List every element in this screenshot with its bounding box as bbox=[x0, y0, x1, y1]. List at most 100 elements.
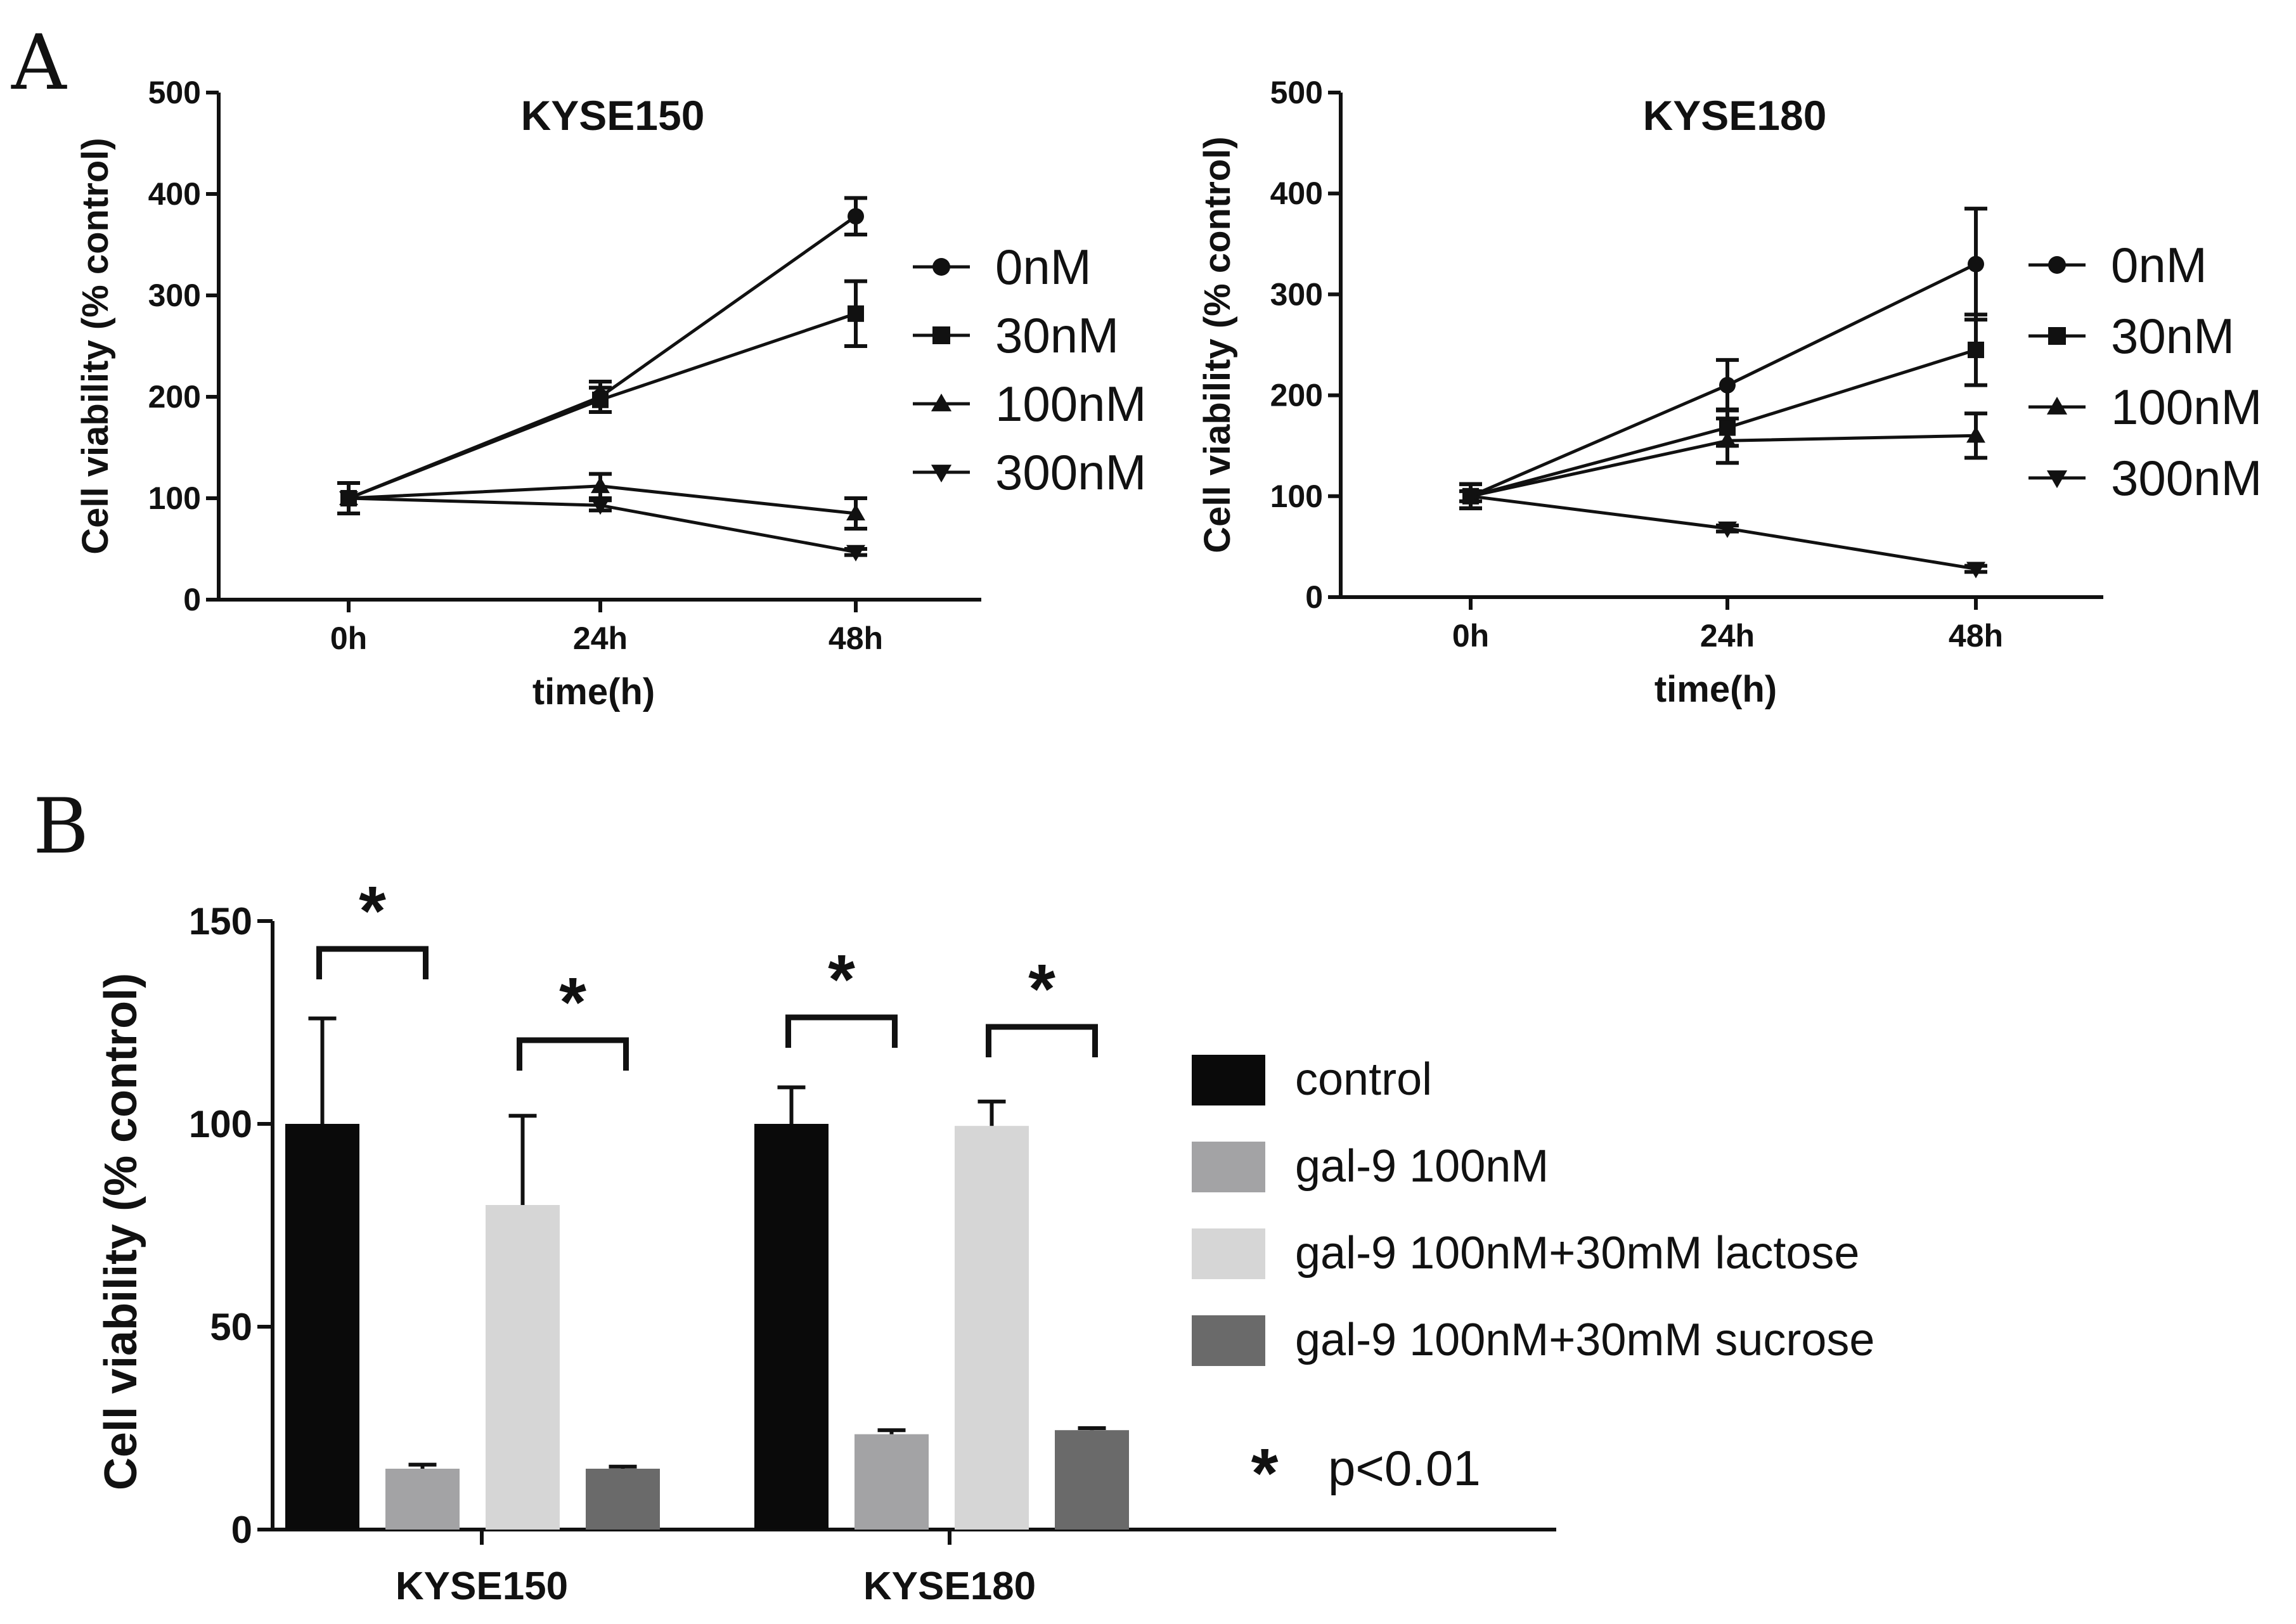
bar-gal-9-100nm bbox=[385, 1469, 460, 1530]
data-point bbox=[846, 545, 865, 562]
data-point bbox=[1966, 426, 1985, 443]
data-point bbox=[591, 498, 610, 515]
legend-marker bbox=[932, 326, 950, 344]
y-tick-label: 100 bbox=[148, 480, 201, 516]
significance-star: * bbox=[828, 941, 855, 1019]
legend-label: 300nM bbox=[2111, 450, 2262, 506]
x-axis-label: time(h) bbox=[532, 671, 655, 712]
legend-label: 300nM bbox=[995, 444, 1147, 500]
data-point bbox=[846, 504, 865, 521]
legend-marker bbox=[2046, 470, 2068, 489]
legend-marker bbox=[2046, 396, 2068, 415]
data-point bbox=[1968, 341, 1984, 358]
significance-bracket: * bbox=[316, 872, 429, 979]
y-tick-label: 150 bbox=[189, 900, 252, 943]
x-tick-label: 24h bbox=[1700, 618, 1755, 654]
y-tick-label: 100 bbox=[189, 1103, 252, 1145]
legend-label: 100nM bbox=[2111, 379, 2262, 435]
chart-title: KYSE180 bbox=[1643, 92, 1827, 139]
legend-marker bbox=[931, 465, 952, 483]
bar-gal-9-100nm-30mm-lactose bbox=[955, 1126, 1029, 1530]
bar-gal-9-100nm-30mm-lactose bbox=[486, 1205, 560, 1530]
data-point bbox=[1718, 431, 1737, 448]
data-point bbox=[848, 208, 864, 225]
y-tick-label: 400 bbox=[148, 176, 201, 212]
significance-note-symbol: * bbox=[1251, 1434, 1279, 1512]
y-tick-label: 500 bbox=[1270, 75, 1323, 110]
category-label: KYSE150 bbox=[396, 1564, 568, 1608]
legend-label: 30nM bbox=[995, 307, 1119, 363]
legend-label: 0nM bbox=[995, 239, 1092, 295]
bar-gal-9-100nm bbox=[855, 1434, 929, 1530]
y-tick-label: 50 bbox=[210, 1306, 252, 1348]
data-point bbox=[339, 491, 358, 508]
bracket-line bbox=[785, 1014, 898, 1048]
y-axis-label: Cell viability (% control) bbox=[75, 138, 116, 554]
significance-bracket: * bbox=[517, 963, 629, 1071]
y-tick-label: 300 bbox=[1270, 276, 1323, 312]
y-tick-label: 0 bbox=[231, 1509, 252, 1551]
line-chart-kyse180: KYSE180 0 100 200 300 400 500 0h 24h 48h time(h) Ce… bbox=[1197, 75, 2262, 710]
legend-swatch bbox=[1192, 1055, 1265, 1105]
significance-bracket: * bbox=[785, 941, 898, 1048]
bracket-line bbox=[986, 1024, 1098, 1057]
significance-bracket: * bbox=[986, 950, 1098, 1057]
data-point bbox=[1968, 255, 1984, 273]
bar-gal-9-100nm-30mm-sucrose bbox=[1055, 1430, 1129, 1530]
legend-swatch bbox=[1192, 1228, 1265, 1279]
legend-label: 30nM bbox=[2111, 308, 2235, 364]
x-axis-label: time(h) bbox=[1654, 669, 1777, 710]
legend-swatch bbox=[1192, 1315, 1265, 1366]
bar-chart-viability: 0 50 100 150 Cell viability (% control) KYSE1… bbox=[96, 872, 1874, 1608]
significance-star: * bbox=[1028, 950, 1055, 1028]
y-tick-label: 500 bbox=[148, 75, 201, 110]
series-line-0nm bbox=[348, 215, 857, 500]
bracket-line bbox=[517, 1037, 629, 1071]
series-300nm bbox=[1459, 489, 1987, 579]
data-point bbox=[1719, 377, 1736, 394]
significance-note-text: p<0.01 bbox=[1328, 1440, 1481, 1496]
x-tick-label: 0h bbox=[330, 621, 367, 656]
bar-gal-9-100nm-30mm-sucrose bbox=[586, 1469, 660, 1530]
y-tick-label: 0 bbox=[1305, 579, 1323, 615]
panel-label-b: B bbox=[33, 783, 89, 871]
x-tick-label: 0h bbox=[1452, 618, 1489, 654]
y-tick-label: 100 bbox=[1270, 479, 1323, 514]
legend-marker bbox=[931, 393, 952, 411]
y-tick-label: 400 bbox=[1270, 176, 1323, 211]
legend-marker bbox=[932, 258, 950, 276]
chart-title: KYSE150 bbox=[521, 92, 705, 139]
legend-label: 0nM bbox=[2111, 237, 2207, 293]
bar-control bbox=[754, 1124, 829, 1530]
legend-label: gal-9 100nM+30mM sucrose bbox=[1295, 1315, 1874, 1365]
legend-label: 100nM bbox=[995, 376, 1147, 432]
x-tick-label: 48h bbox=[829, 621, 883, 656]
category-label: KYSE180 bbox=[863, 1564, 1036, 1608]
data-point bbox=[1966, 562, 1985, 579]
series-0nm bbox=[337, 196, 867, 515]
legend-label: control bbox=[1295, 1054, 1432, 1105]
series-300nm bbox=[337, 481, 867, 562]
line-chart-kyse150: KYSE150 0 100 200 300 400 500 0h 24h 48h time(h) Ce… bbox=[75, 75, 1147, 712]
y-axis-label: Cell viability (% control) bbox=[1197, 136, 1238, 553]
panel-label-a: A bbox=[11, 19, 67, 107]
bracket-line bbox=[316, 946, 429, 979]
legend-label: gal-9 100nM+30mM lactose bbox=[1295, 1228, 1859, 1279]
x-tick-label: 24h bbox=[573, 621, 628, 656]
y-tick-label: 200 bbox=[1270, 378, 1323, 413]
y-axis-label: Cell viability (% control) bbox=[96, 973, 146, 1490]
y-tick-label: 300 bbox=[148, 278, 201, 313]
significance-star: * bbox=[359, 872, 386, 950]
data-point bbox=[848, 305, 864, 322]
legend-swatch bbox=[1192, 1142, 1265, 1192]
y-tick-label: 0 bbox=[183, 582, 201, 617]
legend-marker bbox=[2048, 256, 2066, 274]
data-point bbox=[592, 391, 609, 408]
data-point bbox=[1718, 521, 1737, 538]
legend-label: gal-9 100nM bbox=[1295, 1141, 1549, 1192]
significance-star: * bbox=[559, 963, 586, 1041]
data-point bbox=[591, 476, 610, 493]
bar-control bbox=[285, 1124, 359, 1530]
y-tick-label: 200 bbox=[148, 379, 201, 415]
